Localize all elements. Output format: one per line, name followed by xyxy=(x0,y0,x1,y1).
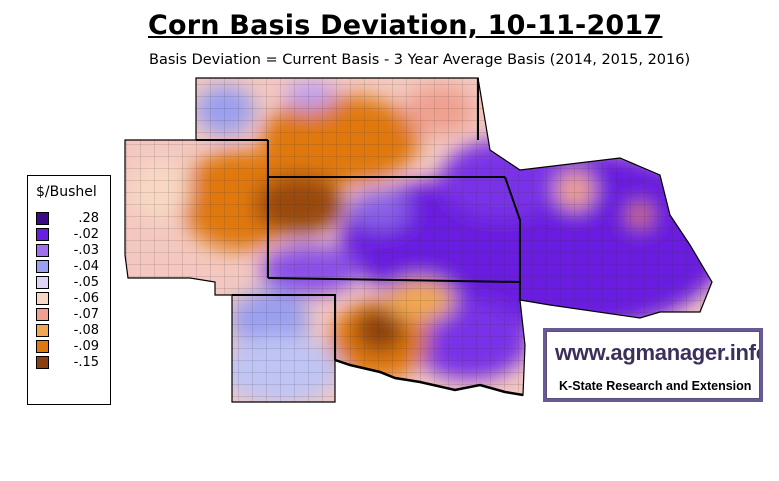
legend-item: -.08 xyxy=(36,322,99,338)
legend: $/Bushel .28 -.02 -.03 -.04 -.05 -.06 -.… xyxy=(27,175,111,405)
legend-swatch xyxy=(36,243,49,257)
legend-list: .28 -.02 -.03 -.04 -.05 -.06 -.07 -.08 -… xyxy=(36,210,99,370)
legend-label: -.09 xyxy=(73,338,99,354)
legend-item: -.05 xyxy=(36,274,99,290)
legend-label: -.05 xyxy=(73,274,99,290)
legend-swatch xyxy=(36,211,49,225)
legend-label: -.02 xyxy=(73,226,99,242)
legend-label: -.04 xyxy=(73,258,99,274)
legend-item: -.06 xyxy=(36,290,99,306)
badge-url[interactable]: www.agmanager.info xyxy=(555,340,760,365)
badge-inner: www.agmanager.info K-State Research and … xyxy=(546,331,760,399)
legend-swatch xyxy=(36,355,49,369)
legend-swatch xyxy=(36,259,49,273)
legend-swatch xyxy=(36,323,49,337)
legend-label: -.07 xyxy=(73,306,99,322)
legend-item: -.02 xyxy=(36,226,99,242)
legend-item: .28 xyxy=(36,210,99,226)
map-title: Corn Basis Deviation, 10-11-2017 xyxy=(148,10,663,41)
legend-label: -.08 xyxy=(73,322,99,338)
map-subtitle: Basis Deviation = Current Basis - 3 Year… xyxy=(149,52,691,68)
region-outline xyxy=(124,77,713,403)
legend-label: -.03 xyxy=(73,242,99,258)
state-borders xyxy=(196,78,524,397)
legend-label: -.06 xyxy=(73,290,99,306)
badge-org: K-State Research and Extension xyxy=(559,379,752,393)
legend-title: $/Bushel xyxy=(36,184,97,200)
agmanager-badge[interactable]: www.agmanager.info K-State Research and … xyxy=(543,328,763,402)
legend-item: -.03 xyxy=(36,242,99,258)
legend-item: -.09 xyxy=(36,338,99,354)
legend-swatch xyxy=(36,227,49,241)
legend-label: -.15 xyxy=(73,354,99,370)
legend-item: -.04 xyxy=(36,258,99,274)
legend-item: -.15 xyxy=(36,354,99,370)
legend-swatch xyxy=(36,275,49,289)
legend-swatch xyxy=(36,307,49,321)
legend-swatch xyxy=(36,339,49,353)
legend-swatch xyxy=(36,291,49,305)
legend-item: -.07 xyxy=(36,306,99,322)
legend-label: .28 xyxy=(78,210,99,226)
